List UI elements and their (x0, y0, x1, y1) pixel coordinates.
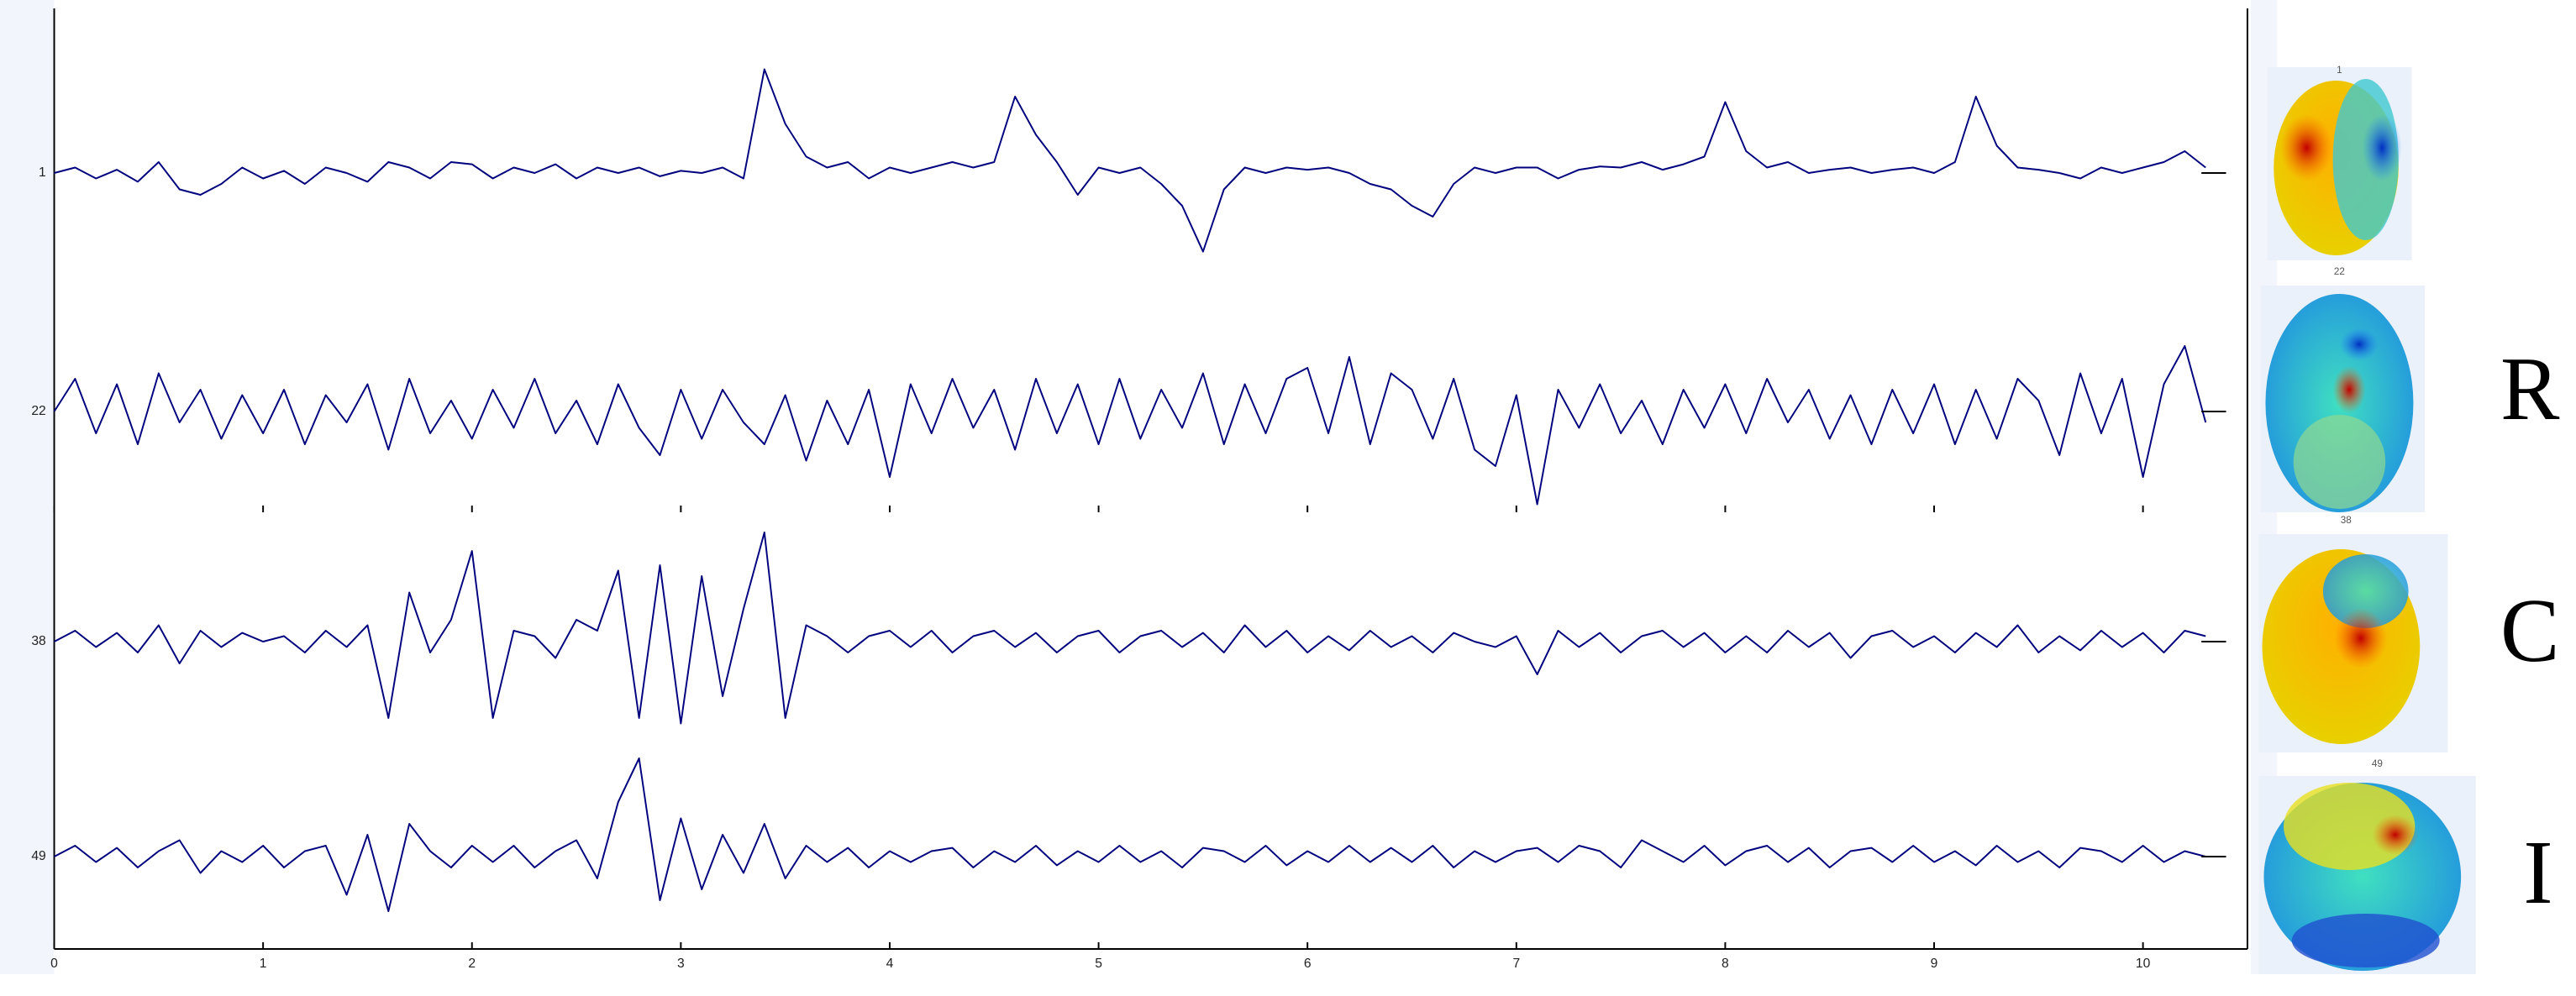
head-patch (2293, 415, 2386, 509)
head-label: 49 (2372, 757, 2383, 769)
x-tick-label: 3 (677, 957, 685, 971)
x-tick-label: 2 (468, 957, 476, 971)
trace (54, 68, 2206, 253)
trace (54, 532, 2206, 725)
head-patch (2332, 366, 2366, 413)
head-patch (2334, 608, 2388, 668)
head-label: 38 (2341, 514, 2352, 526)
x-tick-label: 10 (2136, 957, 2151, 971)
annotation: R (2500, 339, 2560, 439)
x-tick-label: 9 (1931, 957, 1938, 971)
channel-label: 38 (31, 634, 46, 648)
annotation: C (2500, 581, 2559, 681)
x-tick-label: 0 (50, 957, 58, 971)
channel-label: 1 (39, 165, 46, 180)
head-patch (2362, 114, 2402, 181)
x-tick-label: 1 (260, 957, 267, 971)
x-tick-label: 8 (1722, 957, 1729, 971)
channel-label: 49 (31, 849, 46, 863)
x-tick-label: 6 (1304, 957, 1312, 971)
head-label: 1 (2337, 64, 2342, 76)
head-maps (2258, 67, 2476, 974)
head-patch (2291, 914, 2440, 967)
head-patch (2280, 114, 2333, 181)
head-patch (2372, 815, 2419, 855)
channel-label: 22 (31, 404, 45, 418)
trace (53, 345, 2207, 506)
trace (54, 757, 2206, 912)
x-tick-label: 7 (1512, 957, 1520, 971)
head-patch (2322, 554, 2409, 628)
annotation: I (2523, 823, 2552, 923)
left-margin (0, 0, 55, 974)
x-tick-label: 5 (1095, 957, 1102, 971)
head-label: 22 (2334, 265, 2345, 277)
head-patch (2339, 328, 2379, 361)
x-tick-label: 4 (886, 957, 894, 971)
